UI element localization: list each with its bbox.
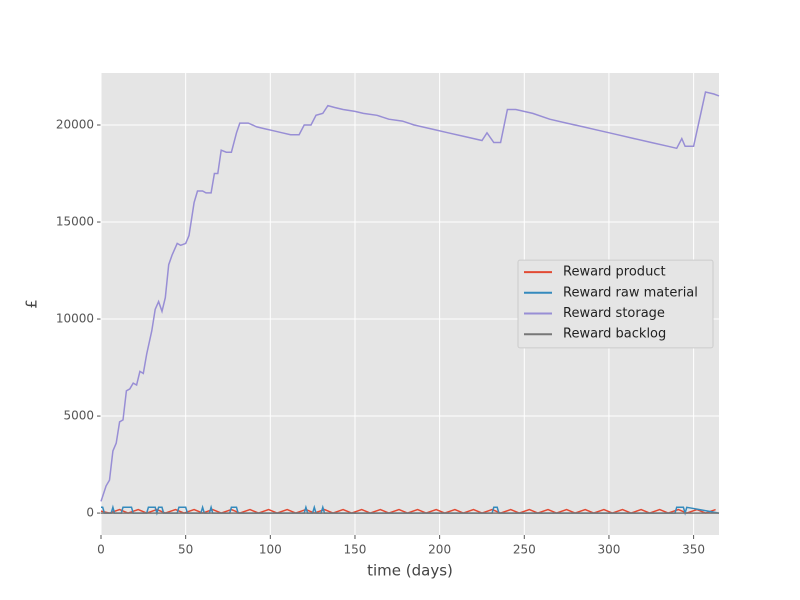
y-tick-label: 0 [86, 506, 94, 520]
y-tick-label: 15000 [56, 215, 94, 229]
x-tick-label: 0 [97, 543, 105, 557]
y-axis-label: £ [23, 299, 41, 309]
legend-label: Reward raw material [563, 285, 698, 300]
x-tick-label: 100 [259, 543, 282, 557]
legend-label: Reward backlog [563, 327, 666, 342]
y-tick-label: 5000 [63, 409, 94, 423]
x-tick-label: 150 [344, 543, 367, 557]
x-tick-label: 250 [513, 543, 536, 557]
x-tick-label: 50 [178, 543, 193, 557]
x-tick-label: 300 [597, 543, 620, 557]
x-axis-label: time (days) [367, 562, 453, 580]
x-tick-label: 200 [428, 543, 451, 557]
y-tick-label: 20000 [56, 118, 94, 132]
legend-label: Reward storage [563, 306, 665, 321]
x-tick-label: 350 [682, 543, 705, 557]
y-tick-label: 10000 [56, 312, 94, 326]
legend-label: Reward product [563, 265, 666, 280]
series-line [100, 91, 720, 502]
legend-box [517, 259, 714, 349]
